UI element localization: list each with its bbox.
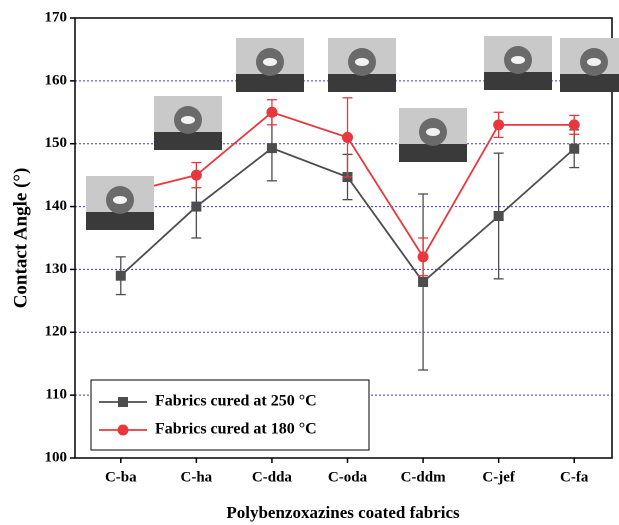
x-tick-label: C-fa	[560, 469, 589, 485]
marker	[493, 119, 505, 131]
y-tick-label: 130	[45, 261, 68, 277]
legend-box	[90, 379, 370, 451]
y-axis-label: Contact Angle (°)	[10, 168, 31, 309]
legend-label: Fabrics cured at 180 °C	[155, 421, 317, 438]
photo-highlight	[181, 116, 195, 124]
droplet-photo	[560, 38, 619, 92]
y-tick-label: 120	[45, 324, 68, 340]
legend-label: Fabrics cured at 250 °C	[155, 393, 317, 410]
photo-highlight	[587, 58, 601, 66]
photo-surface	[236, 74, 304, 92]
droplet-photo	[154, 96, 222, 150]
x-tick-label: C-jef	[482, 469, 515, 485]
photo-surface	[399, 144, 467, 162]
y-tick-label: 100	[45, 449, 68, 465]
photo-surface	[154, 132, 222, 150]
marker	[115, 270, 126, 281]
marker	[568, 119, 580, 131]
marker	[418, 277, 429, 287]
marker	[266, 106, 278, 118]
droplet-photo	[484, 36, 552, 90]
photo-highlight	[355, 58, 369, 66]
droplet-photo	[86, 176, 154, 230]
marker	[191, 201, 202, 212]
marker	[342, 131, 353, 143]
marker	[266, 143, 277, 154]
marker	[493, 211, 504, 221]
y-tick-label: 110	[45, 387, 67, 403]
y-tick-label: 160	[45, 72, 68, 88]
photo-highlight	[511, 56, 525, 64]
photo-surface	[560, 74, 619, 92]
x-tick-label: C-ha	[181, 469, 213, 485]
marker	[569, 143, 580, 154]
y-tick-label: 170	[45, 9, 68, 25]
photo-surface	[484, 72, 552, 90]
marker	[417, 251, 429, 263]
legend-marker	[118, 397, 128, 407]
photo-highlight	[113, 196, 127, 204]
x-tick-label: C-ddm	[401, 469, 447, 485]
photo-surface	[86, 212, 154, 230]
droplet-photo	[328, 38, 396, 92]
photo-surface	[328, 74, 396, 92]
photo-highlight	[263, 58, 277, 66]
plot-frame	[74, 17, 613, 459]
y-tick-label: 150	[45, 135, 68, 151]
droplet-photo	[399, 108, 467, 162]
x-tick-label: C-oda	[328, 469, 368, 485]
photo-highlight	[426, 128, 440, 136]
y-tick-label: 140	[45, 198, 68, 214]
legend-marker	[117, 424, 129, 436]
x-tick-label: C-dda	[252, 469, 293, 485]
x-tick-label: C-ba	[105, 469, 137, 485]
x-axis-label: Polybenzoxazines coated fabrics	[226, 503, 460, 522]
marker	[190, 169, 202, 181]
droplet-photo	[236, 38, 304, 92]
